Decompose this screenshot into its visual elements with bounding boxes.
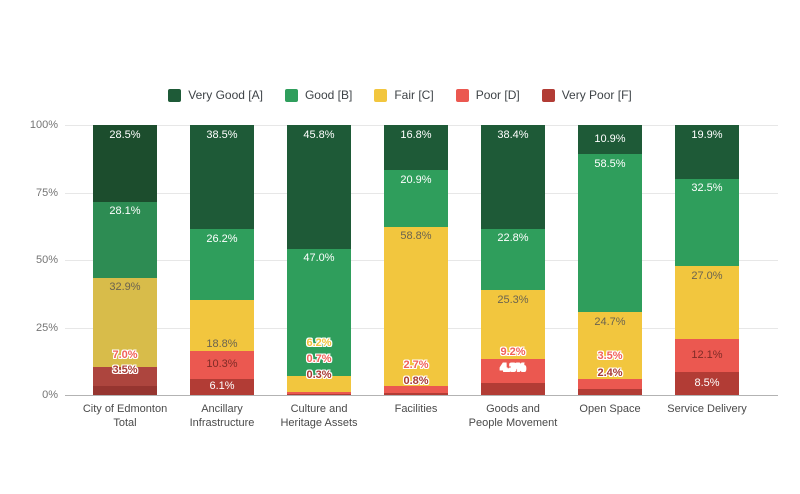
legend-label: Poor [D]	[475, 88, 520, 102]
bar-segment[interactable]	[93, 201, 157, 278]
x-axis-category-label-line: Open Space	[579, 403, 641, 415]
bar-segment[interactable]	[675, 339, 739, 373]
legend-item-very: Very Poor [F]	[541, 88, 632, 102]
bar-segment[interactable]	[675, 266, 739, 340]
bar-segment[interactable]	[384, 170, 448, 227]
y-axis-tick-label: 100%	[29, 119, 58, 131]
bar-segment[interactable]	[287, 248, 351, 376]
y-axis-tick-label: 0%	[42, 389, 58, 401]
legend-swatch-icon	[541, 88, 555, 102]
bar-segment[interactable]	[481, 290, 545, 359]
x-axis-category-label-line: Service Delivery	[667, 403, 747, 415]
bar-segment[interactable]	[190, 299, 254, 351]
bar-segment[interactable]	[190, 350, 254, 379]
x-axis-category-label-line: City of Edmonton	[82, 403, 168, 415]
x-axis-category-label-line: Facilities	[394, 403, 438, 415]
legend-label: Very Good [A]	[188, 88, 263, 102]
bar-segment[interactable]	[287, 125, 351, 249]
legend-label: Very Poor [F]	[561, 88, 632, 102]
bar-segment[interactable]	[190, 229, 254, 300]
bar-segment[interactable]	[384, 125, 448, 171]
bar-segment[interactable]	[578, 379, 642, 389]
legend-swatch-icon	[374, 88, 388, 102]
bar-segment[interactable]	[93, 385, 157, 395]
legend-swatch-icon	[284, 88, 298, 102]
bar-segment[interactable]	[384, 226, 448, 386]
bar-segment[interactable]	[675, 125, 739, 179]
bar-segment[interactable]	[481, 383, 545, 395]
x-axis-category-label-line: Infrastructure	[189, 417, 255, 429]
x-axis-category-label: Facilities	[351, 402, 481, 416]
bar-segment[interactable]	[93, 277, 157, 367]
x-axis-category-label-line: Culture and	[290, 403, 348, 415]
x-axis-category-label: Open Space	[545, 402, 675, 416]
bar-segment[interactable]	[481, 358, 545, 384]
legend-item-poor: Poor [D]	[455, 88, 520, 102]
legend-item-fair: Fair [C]	[374, 88, 434, 102]
bar-segment[interactable]	[384, 385, 448, 393]
bar-segment[interactable]	[190, 125, 254, 230]
x-axis-category-label: Goods and People Movement	[448, 402, 578, 430]
bar-segment[interactable]	[578, 125, 642, 155]
legend-item-very: Very Good [A]	[168, 88, 263, 102]
x-axis-category-label: Service Delivery	[642, 402, 772, 416]
y-axis-tick-label: 25%	[35, 321, 58, 334]
bar-segment[interactable]	[93, 125, 157, 202]
x-axis-category-label-line: Goods and	[486, 403, 540, 415]
x-axis-category-label-line: Ancillary	[201, 403, 243, 415]
bar-segment[interactable]	[384, 392, 448, 395]
x-axis-category-label: Culture and Heritage Assets	[254, 402, 384, 430]
bar-segment[interactable]	[675, 372, 739, 395]
bar-segment[interactable]	[578, 154, 642, 313]
x-axis-category-label: Ancillary Infrastructure	[157, 402, 287, 430]
bar-segment[interactable]	[93, 366, 157, 386]
x-axis-category-label-line: Heritage Assets	[280, 417, 358, 429]
x-axis-category-label-line: People Movement	[468, 417, 558, 429]
legend-label: Fair [C]	[394, 88, 434, 102]
bar-segment[interactable]	[675, 178, 739, 267]
legend-swatch-icon	[168, 88, 182, 102]
bar-segment[interactable]	[481, 228, 545, 291]
bar-segment[interactable]	[287, 392, 351, 395]
legend-item-good: Good [B]	[284, 88, 353, 102]
legend: Very Good [A] Good [B] Fair [C] Poor [D] Ver…	[0, 88, 800, 102]
bar-segment[interactable]	[578, 312, 642, 380]
x-axis-category-label-line: Total	[113, 417, 137, 429]
y-axis-tick-label: 50%	[35, 254, 58, 266]
bar-segment[interactable]	[190, 378, 254, 395]
legend-swatch-icon	[455, 88, 469, 102]
bar-segment[interactable]	[287, 375, 351, 393]
bar-segment[interactable]	[578, 388, 642, 395]
x-axis-line	[65, 395, 778, 396]
legend-label: Good [B]	[304, 88, 353, 102]
y-axis-tick-label: 75%	[35, 186, 58, 199]
bar-segment[interactable]	[481, 125, 545, 229]
bar-segment[interactable]	[287, 394, 351, 395]
x-axis-category-label: City of Edmonton Total	[60, 402, 190, 430]
